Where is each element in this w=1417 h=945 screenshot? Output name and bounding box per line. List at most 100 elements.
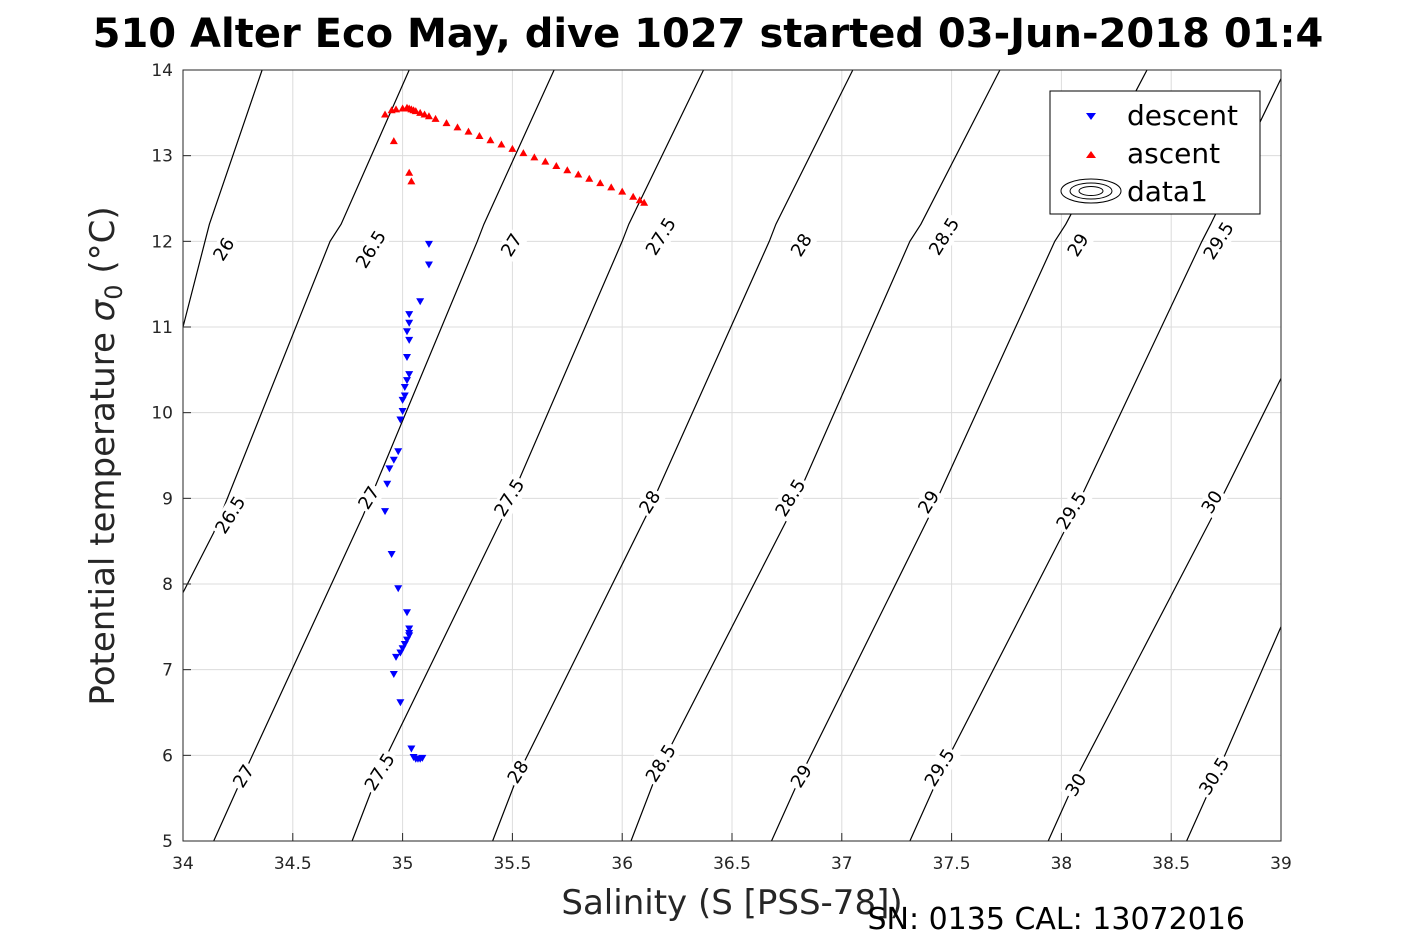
ascent-point bbox=[424, 112, 433, 120]
ascent-point bbox=[416, 108, 425, 116]
descent-point bbox=[396, 416, 405, 424]
contour-label: 30 bbox=[1061, 770, 1091, 801]
descent-point bbox=[389, 670, 398, 678]
descent-point bbox=[405, 319, 414, 327]
contour-label: 28 bbox=[635, 487, 665, 518]
contour-label: 28 bbox=[504, 757, 534, 788]
contour-label-bg bbox=[785, 759, 818, 794]
contour-label: 29 bbox=[1064, 230, 1094, 261]
contour-label-bg bbox=[913, 485, 946, 520]
x-tick-label: 35.5 bbox=[493, 854, 531, 874]
contour-label: 30 bbox=[1198, 487, 1228, 518]
contour-label-bg bbox=[489, 473, 531, 523]
contour-label-bg bbox=[502, 755, 535, 790]
descent-point bbox=[381, 508, 390, 516]
y-tick-label: 14 bbox=[151, 61, 173, 81]
contour-label-bg bbox=[208, 232, 241, 267]
legend-box bbox=[1049, 90, 1261, 215]
x-tick-label: 38 bbox=[1051, 854, 1073, 874]
descent-point bbox=[416, 298, 425, 306]
data-points bbox=[381, 103, 649, 763]
contour-labels: 2626.526.527272727.527.527.528282828.528… bbox=[208, 212, 1240, 803]
ascent-point bbox=[407, 177, 416, 185]
descent-point bbox=[402, 353, 411, 361]
descent-point bbox=[402, 636, 411, 644]
y-tick-label: 6 bbox=[162, 746, 173, 766]
x-tick-label: 34.5 bbox=[274, 854, 312, 874]
ascent-point bbox=[405, 168, 414, 176]
legend-descent-marker bbox=[1086, 113, 1096, 120]
ascent-point bbox=[530, 153, 539, 161]
contour-line-26-5 bbox=[182, 69, 410, 593]
contour-label: 26 bbox=[209, 234, 239, 265]
descent-point bbox=[394, 585, 403, 593]
contour-label: 27 bbox=[354, 483, 384, 514]
y-tick-label: 9 bbox=[162, 489, 173, 509]
descent-point bbox=[400, 640, 409, 648]
ascent-point bbox=[486, 136, 495, 144]
series-descent bbox=[381, 240, 433, 763]
legend-data1-label: data1 bbox=[1127, 175, 1208, 208]
y-axis-label-subscript: 0 bbox=[100, 284, 128, 299]
y-tick-label: 10 bbox=[151, 404, 173, 424]
descent-point bbox=[402, 377, 411, 385]
x-tick-label: 37.5 bbox=[933, 854, 971, 874]
ascent-point bbox=[607, 183, 616, 191]
contour-label-bg bbox=[350, 225, 393, 274]
contour-label-bg bbox=[353, 481, 386, 516]
descent-point bbox=[402, 328, 411, 336]
y-axis-label-sigma: σ bbox=[83, 298, 123, 321]
descent-point bbox=[405, 625, 414, 633]
y-tick-label: 11 bbox=[151, 318, 173, 338]
y-axis-label-unit: (°C) bbox=[83, 206, 123, 284]
contour-label-bg bbox=[1060, 768, 1093, 803]
descent-point bbox=[383, 480, 392, 488]
x-tick-label: 35 bbox=[392, 854, 414, 874]
ascent-point bbox=[464, 127, 473, 135]
ascent-point bbox=[563, 166, 572, 174]
ascent-point bbox=[635, 196, 644, 204]
y-tick-label: 8 bbox=[162, 575, 173, 595]
contour-label-bg bbox=[919, 743, 961, 793]
y-axis-label: Potential temperature σ0 (°C) bbox=[83, 206, 128, 705]
y-axis-ticks: 5 6 7 8 9 10 11 12 13 14 bbox=[151, 61, 191, 852]
y-tick-label: 7 bbox=[162, 661, 173, 681]
ascent-point bbox=[552, 161, 561, 169]
descent-point bbox=[396, 649, 405, 657]
contour-label-bg bbox=[359, 747, 401, 797]
contour-label-bg bbox=[210, 490, 252, 540]
series-ascent bbox=[381, 103, 649, 206]
ascent-point bbox=[431, 114, 440, 122]
descent-point bbox=[385, 465, 394, 473]
contour-label-bg bbox=[1062, 228, 1095, 263]
contour-label: 28 bbox=[787, 230, 817, 261]
y-tick-label: 5 bbox=[162, 832, 173, 852]
descent-point bbox=[394, 448, 403, 456]
serial-calibration-footer: SN: 0135 CAL: 13072016 bbox=[867, 902, 1245, 937]
contour-label-bg bbox=[1196, 485, 1229, 520]
ascent-point bbox=[640, 198, 649, 206]
contour-label-bg bbox=[785, 228, 818, 263]
descent-point bbox=[398, 396, 407, 404]
contour-line-30 bbox=[1047, 378, 1282, 842]
x-tick-label: 36 bbox=[611, 854, 633, 874]
contour-label-bg bbox=[770, 473, 812, 523]
contour-line-30-5 bbox=[1186, 626, 1282, 842]
x-tick-label: 38.5 bbox=[1152, 854, 1190, 874]
ascent-point bbox=[392, 105, 401, 113]
ascent-point bbox=[585, 174, 594, 182]
descent-point bbox=[424, 261, 433, 269]
descent-point bbox=[407, 745, 416, 753]
descent-point bbox=[418, 754, 427, 762]
ascent-point bbox=[442, 119, 451, 127]
descent-point bbox=[424, 240, 433, 248]
descent-point bbox=[400, 392, 409, 400]
ascent-point bbox=[629, 192, 638, 200]
y-tick-label: 13 bbox=[151, 147, 173, 167]
ascent-point bbox=[618, 187, 627, 195]
contour-line-27-5 bbox=[351, 69, 705, 842]
legend-ascent-label: ascent bbox=[1127, 137, 1220, 170]
x-tick-label: 37 bbox=[831, 854, 853, 874]
descent-point bbox=[402, 609, 411, 617]
